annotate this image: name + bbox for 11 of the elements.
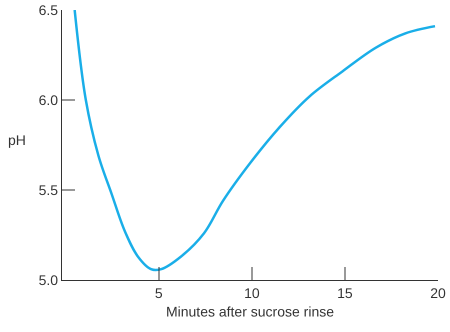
y-tick-label: 5.5 xyxy=(38,182,58,198)
line-series xyxy=(73,10,436,272)
x-axis-title: Minutes after sucrose rinse xyxy=(166,303,334,320)
y-tick-label: 6.0 xyxy=(38,92,58,108)
y-axis-title: pH xyxy=(8,132,26,148)
x-tick-label: 5 xyxy=(154,284,163,301)
y-tick-label: 5.0 xyxy=(38,272,58,288)
y-tick-label: 6.5 xyxy=(38,2,58,18)
x-tick-label: 10 xyxy=(244,284,260,301)
x-tick-label: 15 xyxy=(337,284,353,301)
x-tick-label: 20 xyxy=(430,284,446,301)
